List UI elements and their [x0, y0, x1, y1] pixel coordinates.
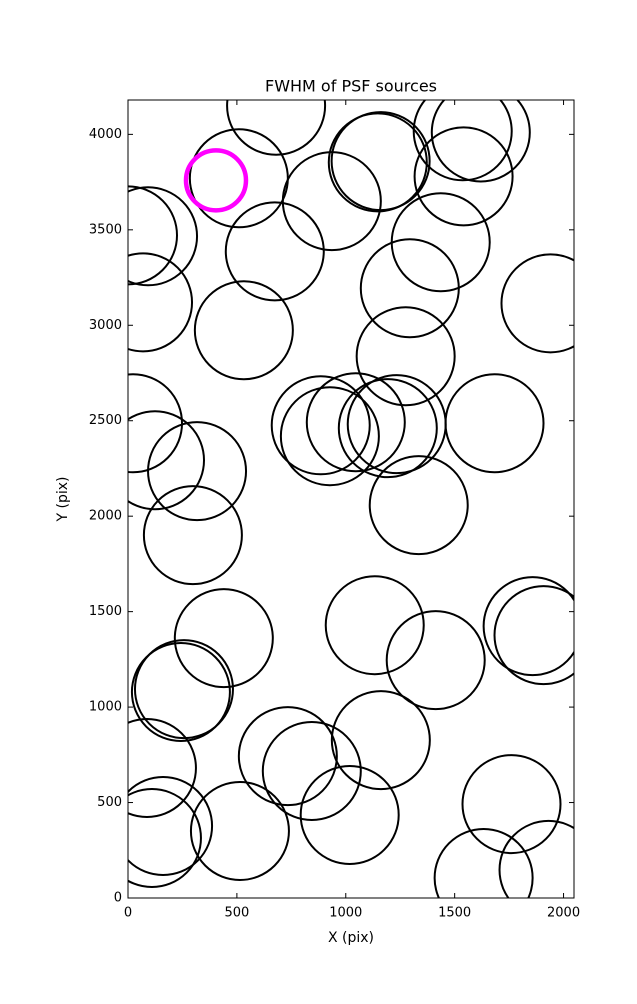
- psf-source: [368, 455, 469, 556]
- psf-source: [385, 610, 486, 711]
- y-axis-label: Y (pix): [55, 477, 71, 523]
- psf-source: [355, 306, 456, 407]
- psf-source: [193, 280, 294, 381]
- psf-source: [330, 690, 431, 791]
- y-tick-label: 3000: [89, 318, 122, 333]
- psf-source: [500, 253, 574, 354]
- psf-source: [493, 585, 574, 686]
- psf-source: [461, 754, 562, 855]
- x-axis-label: X (pix): [328, 930, 374, 946]
- psf-source: [128, 186, 199, 287]
- plot-area: [128, 100, 574, 898]
- x-tick-label: 1500: [438, 906, 471, 921]
- psf-source: [128, 410, 205, 511]
- y-tick-label: 4000: [89, 127, 122, 142]
- psf-source: [173, 588, 274, 689]
- psf-source: [133, 639, 234, 740]
- psf-source: [261, 721, 362, 822]
- y-tick-label: 3500: [89, 222, 122, 237]
- y-tick-label: 500: [97, 795, 122, 810]
- psf-source: [128, 776, 214, 877]
- x-tick-label: 1000: [329, 906, 362, 921]
- psf-source: [237, 706, 338, 807]
- psf-source: [413, 126, 514, 227]
- psf-source: [279, 386, 380, 487]
- psf-source: [189, 780, 290, 881]
- psf-source: [299, 764, 400, 865]
- psf-source: [330, 111, 431, 212]
- chart-title: FWHM of PSF sources: [265, 77, 437, 96]
- y-tick-label: 2500: [89, 413, 122, 428]
- psf-source: [128, 252, 194, 353]
- psf-source: [327, 112, 428, 213]
- psf-source: [359, 238, 460, 339]
- x-tick-label: 2000: [547, 906, 580, 921]
- psf-source: [142, 485, 243, 586]
- psf-source: [128, 373, 183, 474]
- y-tick-label: 0: [114, 891, 122, 906]
- psf-source: [130, 642, 231, 743]
- psf-source: [224, 201, 325, 302]
- y-tick-label: 1000: [89, 700, 122, 715]
- axes-frame: [127, 99, 575, 899]
- psf-source: [270, 375, 371, 476]
- psf-source: [337, 378, 438, 479]
- psf-source: [498, 819, 574, 898]
- psf-source: [482, 576, 574, 677]
- psf-source: [444, 373, 545, 474]
- psf-source: [305, 372, 406, 473]
- psf-source: [430, 100, 531, 183]
- x-tick-label: 500: [224, 906, 249, 921]
- psf-source: [412, 100, 513, 182]
- psf-source: [324, 575, 425, 676]
- psf-source: [183, 148, 249, 213]
- x-tick-label: 0: [124, 906, 132, 921]
- psf-source: [128, 185, 178, 286]
- psf-source: [433, 827, 534, 898]
- y-tick-label: 2000: [89, 509, 122, 524]
- psf-source: [226, 100, 327, 156]
- psf-source: [147, 421, 248, 522]
- y-tick-label: 1500: [89, 604, 122, 619]
- psf-source: [128, 718, 197, 818]
- psf-source: [128, 788, 202, 889]
